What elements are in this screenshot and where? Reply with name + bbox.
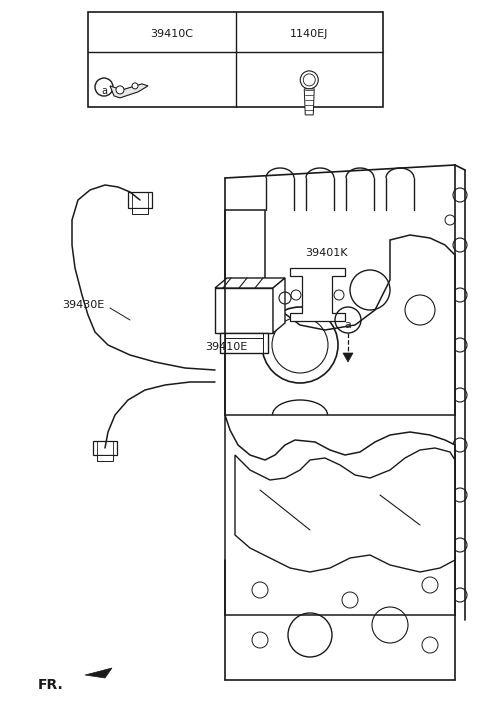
Text: a: a — [101, 86, 107, 96]
Polygon shape — [290, 268, 345, 321]
Polygon shape — [85, 668, 112, 678]
Text: 39410E: 39410E — [205, 342, 247, 352]
Polygon shape — [235, 448, 455, 572]
FancyBboxPatch shape — [88, 12, 383, 107]
Text: 1140EJ: 1140EJ — [290, 29, 328, 39]
Polygon shape — [343, 353, 353, 362]
Text: 39430E: 39430E — [62, 300, 104, 310]
Text: 39401K: 39401K — [305, 248, 348, 258]
Polygon shape — [110, 84, 148, 98]
Polygon shape — [215, 278, 285, 288]
Polygon shape — [93, 441, 117, 455]
Text: FR.: FR. — [38, 678, 64, 692]
Polygon shape — [128, 192, 152, 208]
Polygon shape — [215, 288, 273, 333]
Circle shape — [132, 83, 138, 89]
Circle shape — [116, 86, 124, 94]
Polygon shape — [225, 210, 455, 415]
Text: 39410C: 39410C — [150, 29, 193, 39]
Polygon shape — [273, 278, 285, 333]
Text: a: a — [345, 320, 351, 330]
Polygon shape — [304, 89, 314, 115]
Polygon shape — [132, 208, 148, 214]
Polygon shape — [220, 333, 268, 353]
Polygon shape — [97, 455, 113, 461]
Polygon shape — [225, 415, 455, 615]
